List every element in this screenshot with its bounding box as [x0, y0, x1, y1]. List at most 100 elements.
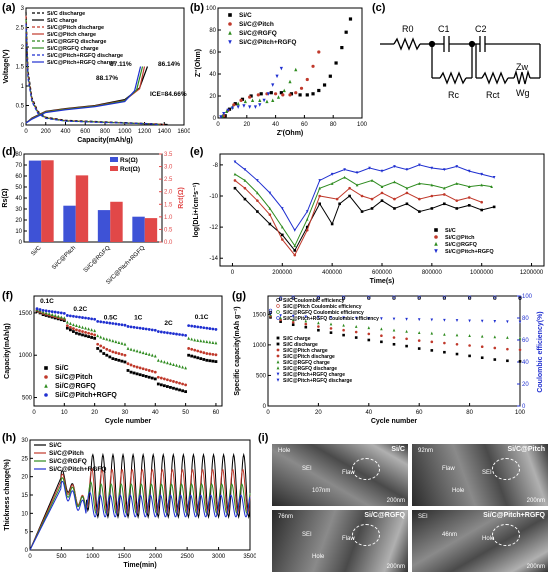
x-tick-label: 1000 [86, 554, 100, 560]
x-tick-label: 3000 [212, 554, 226, 560]
data-point [249, 94, 253, 98]
data-point [81, 330, 84, 333]
y-tick-label: 0 [25, 548, 29, 554]
data-point [172, 332, 175, 336]
bar-rct [144, 218, 158, 242]
legend-entry: Si/C [445, 228, 456, 234]
panel-label-d: (d) [2, 146, 17, 158]
data-point [159, 383, 163, 387]
x-tick-label: 1500 [118, 554, 132, 560]
data-point [493, 295, 497, 299]
y-tick-label: 70 [15, 163, 22, 169]
data-point [68, 325, 72, 329]
data-point [354, 316, 358, 320]
legend-entry: Rct(Ω) [120, 166, 140, 173]
data-point [467, 169, 471, 173]
legend-entry: Si/C@Pitch+RGFQ [239, 39, 296, 46]
data-point [492, 176, 496, 179]
bar-rct [110, 201, 123, 242]
data-point [205, 352, 209, 355]
y-axis-label: Voltage(V) [3, 49, 10, 83]
y-tick-label: 10 [15, 229, 22, 235]
x-tick-label: 60 [416, 410, 423, 416]
data-point [205, 339, 209, 344]
sem-annotation: 92nm [418, 448, 434, 454]
legend-entry: Si/C@Pitch+RGFQ discharge [283, 378, 352, 384]
data-point [81, 325, 84, 329]
data-point [150, 353, 154, 357]
data-point [59, 311, 63, 315]
sem-title: Si/C [391, 446, 405, 453]
data-point [393, 180, 396, 184]
data-point [518, 336, 522, 340]
x-tick-label: 1200000 [520, 270, 544, 276]
data-point [232, 103, 236, 107]
data-point [87, 327, 90, 331]
legend-entry: Si/C@Pitch+RGFQ [445, 249, 494, 255]
x-tick-label: 100 [357, 122, 368, 128]
data-point [243, 197, 247, 201]
series-line [29, 452, 251, 551]
sem-annotation: Hole [312, 554, 325, 560]
legend-marker [276, 372, 280, 376]
legend-marker [228, 22, 232, 26]
data-point [430, 318, 434, 322]
x-tick-label: 0 [231, 270, 235, 276]
legend-entry: Rs(Ω) [120, 157, 138, 164]
data-point [105, 347, 109, 351]
data-point [392, 296, 396, 300]
sem-title: Si/C@Pitch [507, 446, 545, 453]
data-point [468, 344, 471, 347]
y-tick-label: 20 [21, 475, 28, 481]
data-point [111, 322, 115, 325]
data-point [480, 200, 483, 204]
data-point [126, 346, 130, 350]
sem-annotation: Flaw [442, 466, 455, 472]
data-point [250, 98, 255, 102]
data-point [178, 333, 181, 336]
legend-marker [44, 393, 48, 397]
data-point [293, 253, 297, 257]
data-point [181, 333, 184, 337]
data-point [199, 339, 203, 343]
legend-marker [434, 235, 438, 239]
data-point [84, 326, 87, 330]
data-point [268, 310, 273, 315]
y-tick-label: 80 [209, 28, 216, 34]
data-point [190, 337, 194, 341]
data-point [380, 191, 384, 195]
data-point [190, 354, 194, 358]
data-point [78, 332, 81, 336]
data-point [96, 334, 100, 338]
x-tick-label: 600 [80, 129, 91, 135]
x-axis-label: Z'(Ohm) [277, 130, 304, 137]
data-point [318, 186, 321, 190]
x-tick-label: 60 [213, 410, 220, 416]
data-point [259, 92, 263, 96]
data-point [62, 311, 66, 315]
sem-scale-bar: 200nm [526, 498, 545, 504]
data-point [50, 310, 54, 314]
data-point [370, 207, 374, 210]
data-point [169, 331, 172, 335]
sem-annotation: Hole [452, 488, 465, 494]
data-point [211, 352, 215, 356]
legend-entry: Si/C@Pitch Coulombic efficiency [283, 304, 362, 310]
y-tick-label: 2 [21, 45, 25, 51]
y-tick-label: 3 [21, 6, 25, 12]
sem-tile-1: Si/C Hole SEI Flaw 107nm 200nm [272, 444, 408, 506]
sem-scale-bar: 200nm [526, 564, 545, 570]
legend-entry: Si/C@RGFQ [55, 383, 96, 390]
data-point [187, 347, 191, 350]
data-point [38, 308, 42, 311]
circuit-zw: Zw [516, 62, 528, 72]
y-tick-label: -14 [209, 256, 218, 262]
data-point [269, 91, 273, 95]
data-point [480, 183, 483, 187]
series-line [25, 66, 149, 124]
data-point [455, 199, 459, 202]
chart-d-resistance-bars: 0 10 20 30 40 50 60 70 80 0.0 0.5 1.0 1.5 2.0 2.5 3.0 3.… [2, 152, 185, 286]
data-point [196, 356, 200, 360]
legend-marker [434, 241, 438, 246]
circuit-c2: C2 [475, 24, 487, 34]
